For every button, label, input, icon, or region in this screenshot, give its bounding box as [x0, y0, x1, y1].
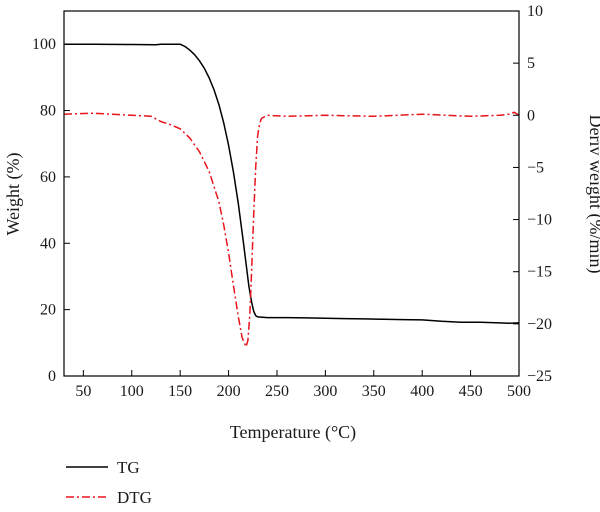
- x-tick-label: 400: [410, 383, 434, 400]
- y-left-tick-label: 40: [40, 235, 56, 252]
- y-axis-left-title: Weight (%): [3, 152, 24, 235]
- legend: TG DTG: [66, 458, 152, 507]
- y-right-tick-label: 10: [527, 3, 543, 20]
- y-right-tick-label: −10: [527, 212, 552, 229]
- legend-label-dtg: DTG: [117, 488, 152, 507]
- x-axis-title: Temperature (°C): [230, 422, 356, 443]
- x-tick-label: 100: [120, 383, 144, 400]
- plot-area: [63, 43, 520, 348]
- y-left-tick-label: 100: [32, 36, 56, 53]
- y-axis-right-title: Deriv weight (%/min): [585, 115, 600, 274]
- x-tick-label: 250: [265, 383, 289, 400]
- y-left-tick-label: 0: [48, 368, 56, 385]
- y-left-tick-label: 80: [40, 103, 56, 120]
- y-right-tick-label: −25: [527, 368, 552, 385]
- y-right-tick-label: −5: [527, 159, 544, 176]
- x-tick-label: 450: [459, 383, 483, 400]
- y-right-tick-label: −20: [527, 316, 552, 333]
- plot-frame: [63, 10, 520, 377]
- x-tick-label: 300: [313, 383, 337, 400]
- y-right-tick-label: 0: [527, 107, 535, 124]
- y-right-tick-label: −15: [527, 264, 552, 281]
- x-tick-label: 200: [217, 383, 241, 400]
- axes: 50 100 150 200 250 300 350 400 450 50002040608010…: [32, 3, 552, 400]
- series-line-dtg: [63, 111, 520, 348]
- x-tick-label: 350: [362, 383, 386, 400]
- legend-label-tg: TG: [117, 458, 140, 477]
- y-left-tick-label: 20: [40, 302, 56, 319]
- y-left-tick-label: 60: [40, 169, 56, 186]
- series-line-tg: [64, 43, 520, 324]
- y-right-tick-label: 5: [527, 55, 535, 72]
- x-tick-label: 50: [75, 383, 91, 400]
- x-tick-label: 500: [507, 383, 531, 400]
- x-tick-label: 150: [168, 383, 192, 400]
